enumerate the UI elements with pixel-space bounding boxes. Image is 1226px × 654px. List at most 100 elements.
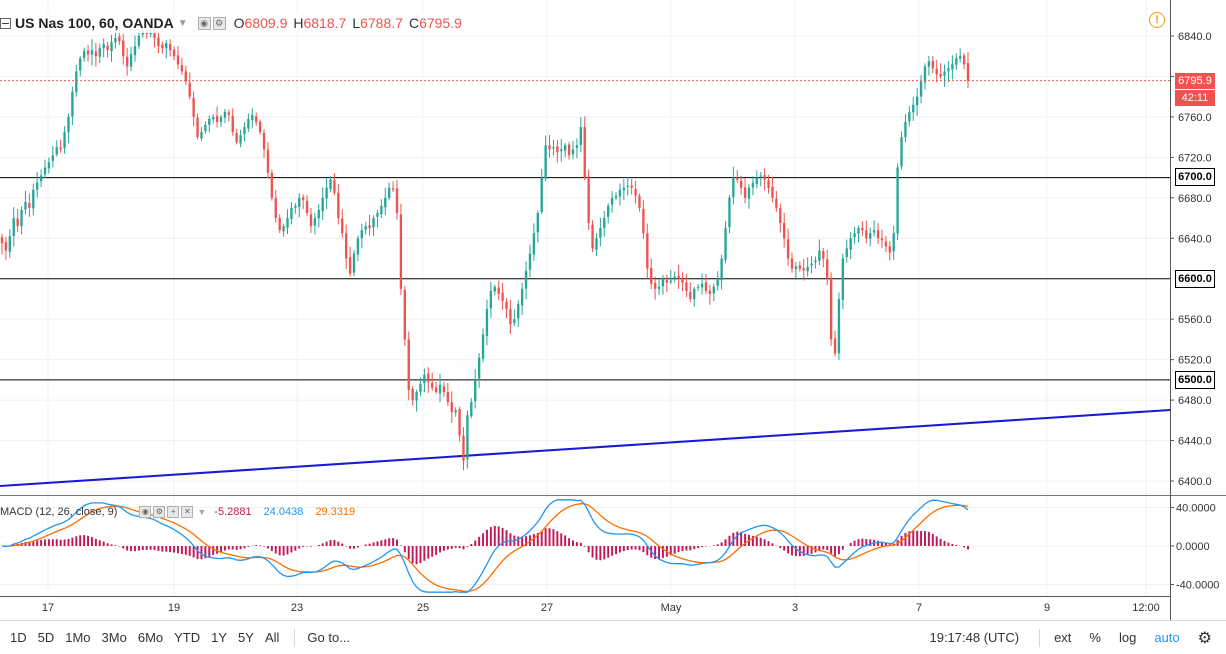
tf-6mo[interactable]: 6Mo [137,630,164,645]
candle-body [255,116,258,122]
eye-icon[interactable]: ◉ [197,16,211,30]
candle-body [129,54,133,67]
candle-body [204,125,207,132]
time-tick-label: 27 [541,602,553,614]
candle-body [552,147,555,149]
candle-body [47,162,51,169]
candle-body [681,278,684,283]
candle-body [767,180,770,188]
candle-body [704,282,708,291]
tf-1y[interactable]: 1Y [211,630,228,645]
collapse-icon[interactable] [0,17,11,29]
candle-body [743,187,747,198]
tf-ytd[interactable]: YTD [174,630,201,645]
settings-icon[interactable]: ⚙ [153,506,166,518]
candle-body [665,280,669,283]
candle-body [650,267,653,284]
time-tick-label: 19 [168,602,180,614]
candle-body [243,127,246,135]
trendline [0,409,1171,487]
candle-body [313,218,317,226]
candle-body [403,289,406,340]
candle-body [943,71,946,76]
candle-body [861,227,864,231]
candle-body [693,288,696,300]
candle-body [548,145,551,150]
ext-hours-toggle[interactable]: ext [1054,630,1072,645]
warning-icon[interactable]: ! [1149,12,1165,28]
plus-icon[interactable]: + [167,506,180,518]
macd-legend: MACD (12, 26, close, 9) ◉ ⚙ + ✕ ▼ -5.288… [0,506,355,518]
candle-body [646,233,649,269]
candle-body [747,187,751,199]
candle-body [513,319,516,324]
candle-body [720,258,723,281]
candle-body [783,222,786,239]
candle-body [927,61,931,67]
candle-body [168,43,172,51]
chart-area[interactable]: 6840.06800.06760.06720.06680.06640.06560… [0,0,1226,620]
candle-body [192,97,195,117]
chevron-down-icon[interactable]: ▼ [197,507,207,517]
close-icon[interactable]: ✕ [181,506,194,518]
settings-icon[interactable]: ⚙ [212,16,226,30]
candle-body [669,280,672,283]
candle-body [481,334,485,359]
candle-body [822,251,825,259]
candle-body [82,51,86,59]
candle-body [915,96,919,106]
candle-body [837,298,841,354]
candle-body [399,214,403,289]
tf-1d[interactable]: 1D [10,630,27,645]
utc-clock[interactable]: 19:17:48 (UTC) [929,630,1020,645]
tf-all[interactable]: All [264,630,280,645]
log-scale-toggle[interactable]: log [1118,630,1137,645]
candle-body [571,149,575,155]
chevron-down-icon[interactable]: ▼ [177,17,188,29]
candle-body [274,198,277,219]
candle-body [395,188,399,213]
percent-scale-toggle[interactable]: % [1089,630,1101,645]
candle-body [955,58,958,65]
candle-body [919,81,923,97]
candle-body [477,357,481,379]
time-tick-label: 25 [417,602,429,614]
candlestick-chart[interactable]: 6840.06800.06760.06720.06680.06640.06560… [0,0,1226,620]
candle-body [814,260,817,263]
auto-scale-toggle[interactable]: auto [1154,630,1180,645]
symbol-title[interactable]: US Nas 100, 60, OANDA [15,15,174,31]
candle-body [125,56,129,67]
candle-body [247,118,250,129]
macd-title[interactable]: MACD (12, 26, close, 9) [0,506,118,518]
candle-body [724,228,727,260]
candle-body [607,205,610,217]
candle-body [301,197,305,200]
candle-body [657,286,661,289]
price-tick-label: 6640.0 [1178,233,1212,245]
tf-5y[interactable]: 5Y [238,630,254,645]
eye-icon[interactable]: ◉ [139,506,152,518]
candle-body [0,237,4,244]
candle-body [575,145,579,148]
candle-body [172,49,176,57]
candle-body [106,45,109,51]
goto-button[interactable]: Go to... [307,630,351,645]
candle-body [806,266,809,272]
candle-body [118,36,121,42]
candle-body [215,115,219,122]
tf-5d[interactable]: 5D [37,630,55,645]
candle-body [751,182,755,188]
candle-body [122,40,125,57]
candle-body [583,127,586,178]
candle-body [732,177,735,198]
candle-body [231,115,234,133]
candle-body [208,118,211,125]
macd-tick-label: -40.0000 [1176,580,1219,592]
candle-body [775,198,778,208]
tf-3mo[interactable]: 3Mo [101,630,127,645]
candle-body [79,58,82,71]
gear-icon[interactable]: ⚙ [1197,629,1212,647]
candle-body [12,218,15,237]
tf-1mo[interactable]: 1Mo [65,630,91,645]
candle-body [876,230,880,239]
